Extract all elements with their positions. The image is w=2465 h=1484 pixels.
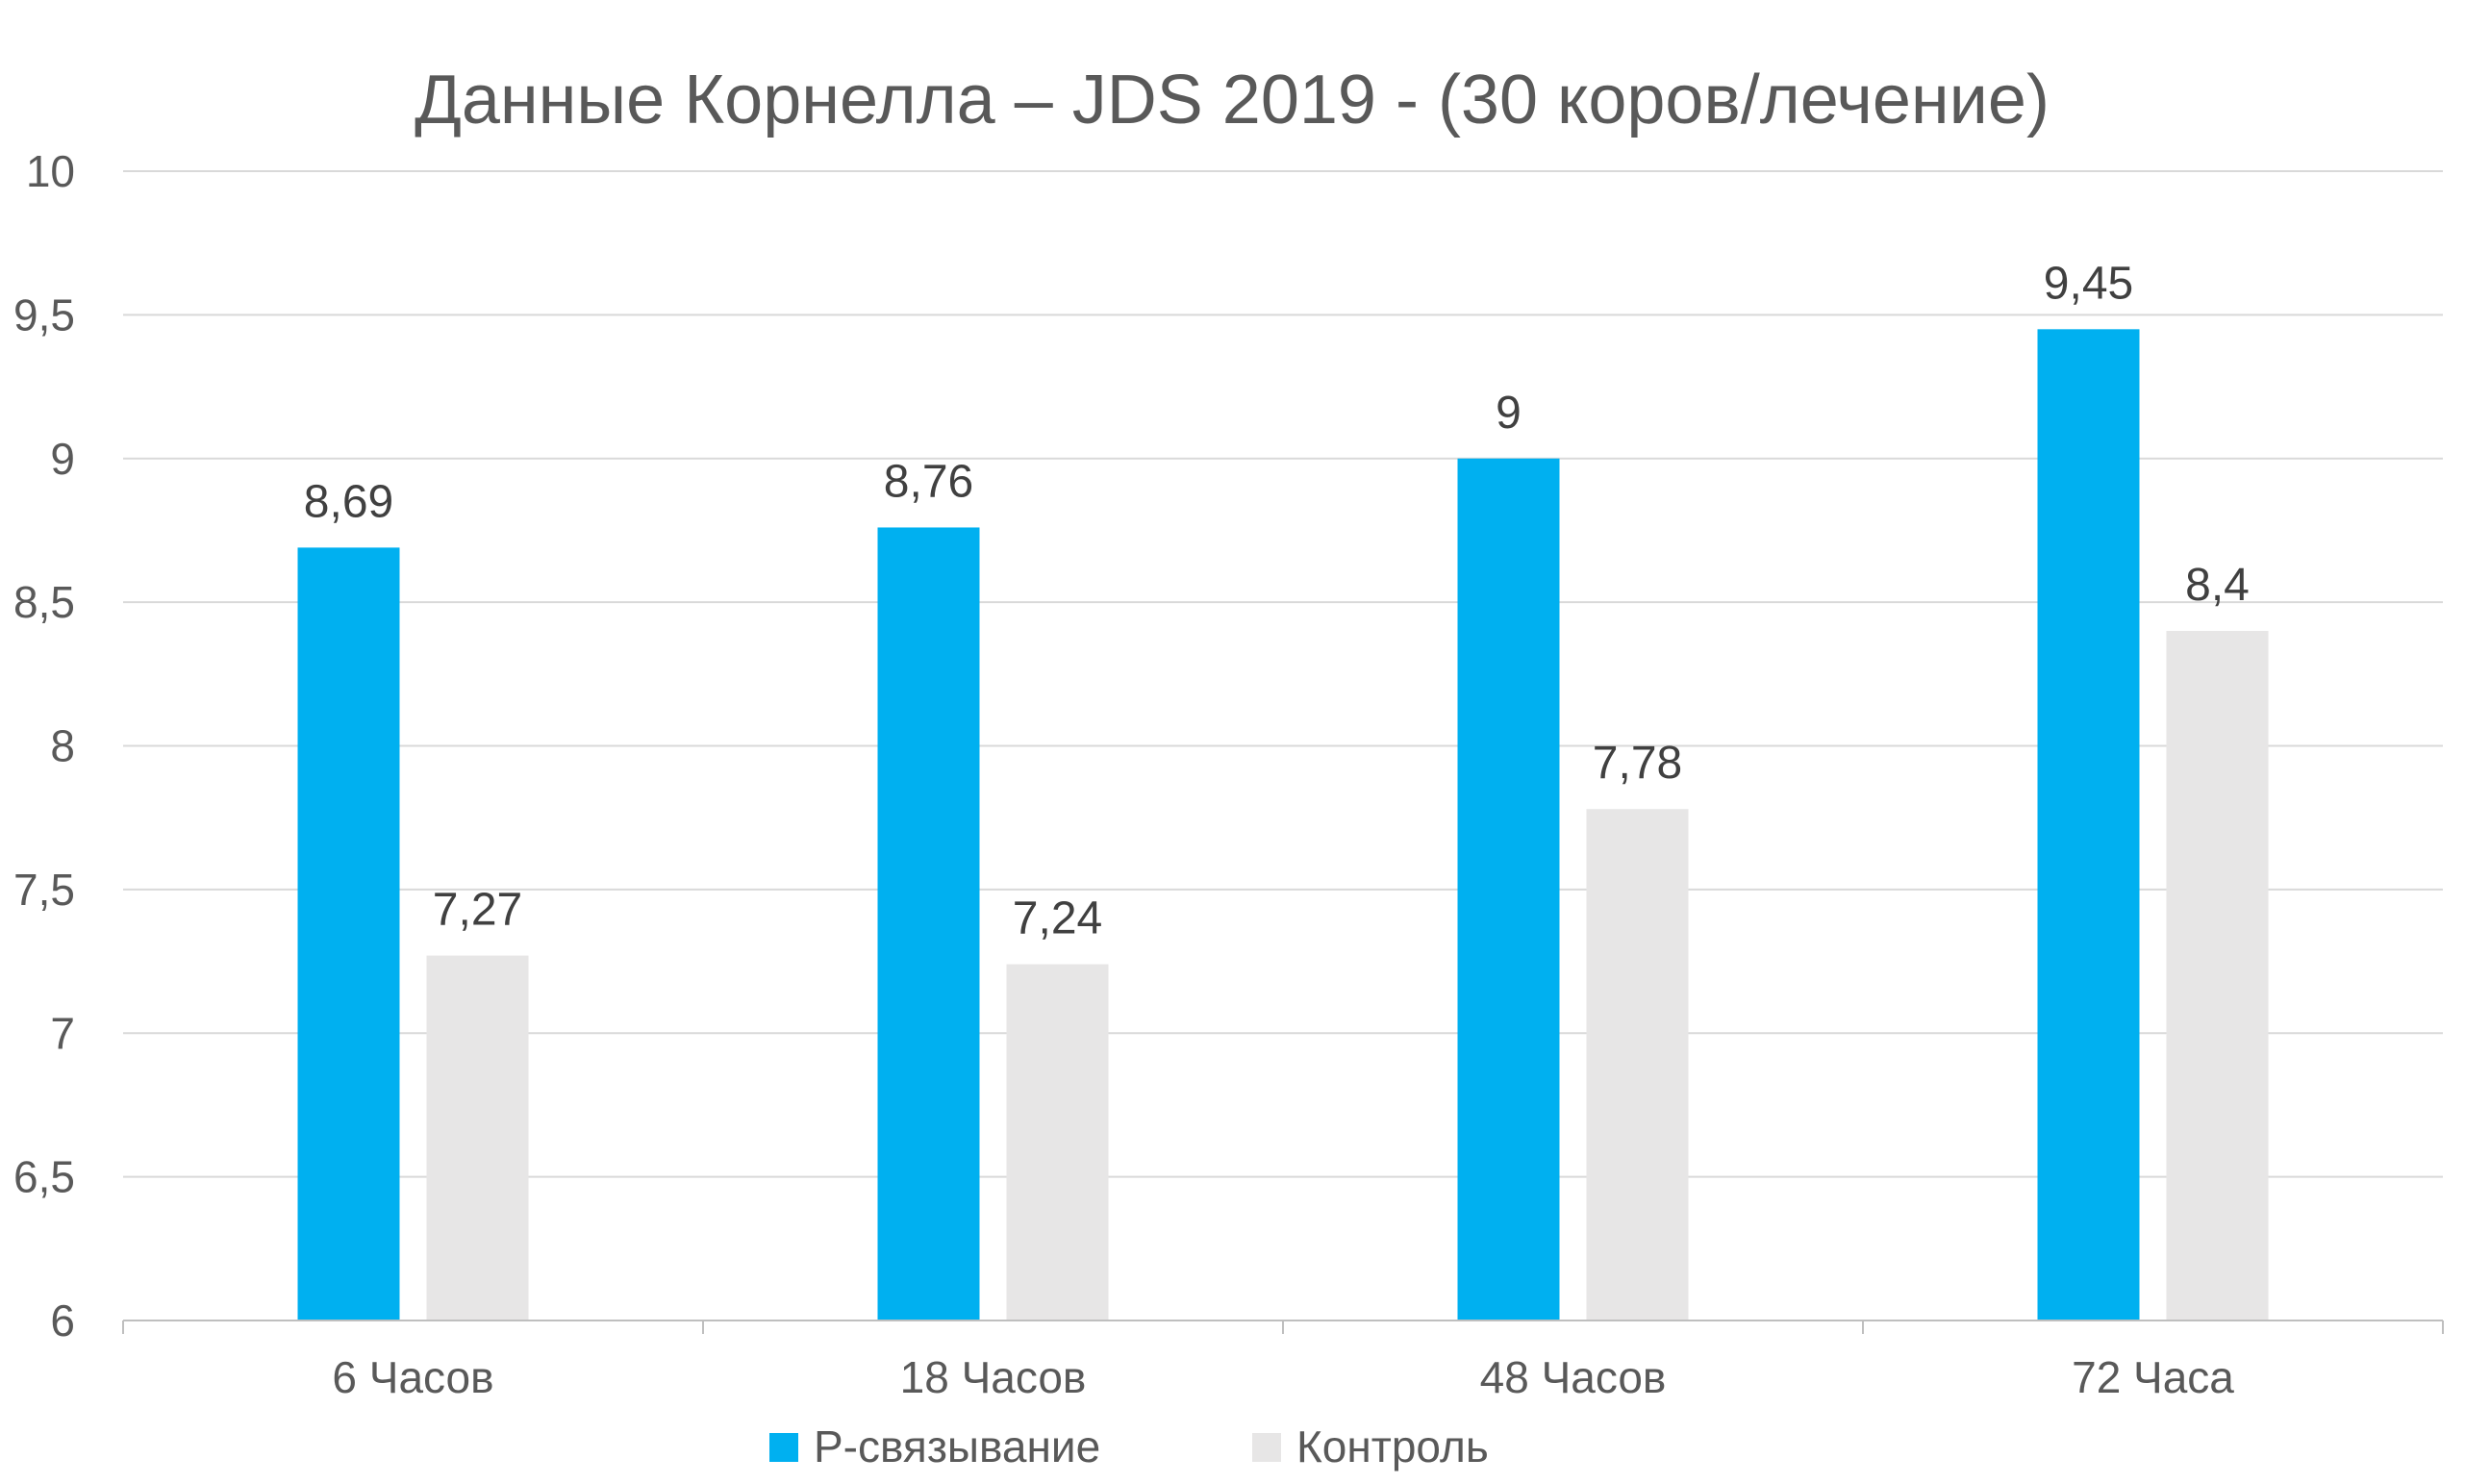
x-tick-label: 18 Часов xyxy=(900,1352,1087,1402)
legend: P-связывание Контроль xyxy=(769,1421,1489,1471)
data-label: 7,27 xyxy=(433,885,522,936)
x-tick-label: 48 Часов xyxy=(1480,1352,1667,1402)
data-label: 7,78 xyxy=(1593,738,1682,789)
legend-swatch xyxy=(1252,1433,1281,1462)
y-tick-label: 8,5 xyxy=(13,577,75,627)
bar-control xyxy=(1586,809,1689,1321)
legend-item: P-связывание xyxy=(769,1421,1100,1471)
bar-control xyxy=(426,955,529,1321)
data-labels: 8,69 7,27 8,76 7,24 9 7,78 9,45 8,4 xyxy=(304,258,2250,943)
x-tick-label: 72 Часа xyxy=(2072,1352,2234,1402)
x-tick-label: 6 Часов xyxy=(332,1352,493,1402)
y-tick-label: 6 xyxy=(50,1295,75,1346)
y-tick-label: 8 xyxy=(50,721,75,771)
legend-swatch xyxy=(769,1433,798,1462)
data-label: 8,69 xyxy=(304,476,393,527)
data-label: 9 xyxy=(1496,388,1522,439)
bar-control xyxy=(1006,964,1109,1321)
y-tick-label: 7,5 xyxy=(13,865,75,915)
bar-p-binding xyxy=(2037,329,2140,1321)
y-axis-tick-labels: 6 6,5 7 7,5 8 8,5 9 9,5 10 xyxy=(13,146,75,1346)
bar-p-binding xyxy=(877,527,980,1321)
data-label: 9,45 xyxy=(2044,258,2133,309)
chart-title: Данные Корнелла – JDS 2019 - (30 коров/л… xyxy=(415,62,2050,138)
bar-p-binding xyxy=(297,547,400,1321)
legend-label: Контроль xyxy=(1296,1421,1489,1471)
data-label: 8,76 xyxy=(884,456,973,507)
y-tick-label: 10 xyxy=(26,146,75,196)
bars xyxy=(297,329,2269,1321)
y-tick-label: 6,5 xyxy=(13,1152,75,1202)
data-label: 7,24 xyxy=(1013,893,1102,944)
legend-label: P-связывание xyxy=(814,1421,1100,1471)
legend-item: Контроль xyxy=(1252,1421,1489,1471)
bar-p-binding xyxy=(1457,458,1560,1321)
x-axis-tick-labels: 6 Часов 18 Часов 48 Часов 72 Часа xyxy=(332,1352,2234,1402)
bar-control xyxy=(2166,631,2269,1321)
y-tick-label: 9 xyxy=(50,434,75,484)
y-tick-label: 7 xyxy=(50,1008,75,1058)
x-axis xyxy=(122,1320,2444,1334)
data-label: 8,4 xyxy=(2185,560,2250,611)
y-tick-label: 9,5 xyxy=(13,289,75,340)
